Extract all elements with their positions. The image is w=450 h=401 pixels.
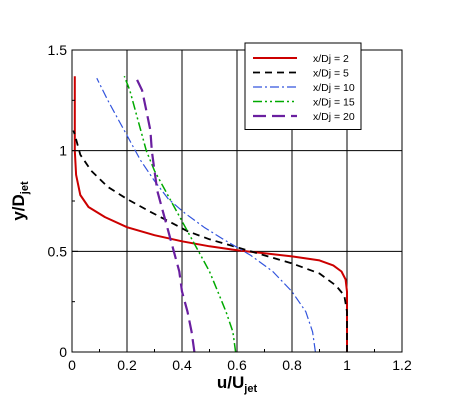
x-tick-label: 0 bbox=[68, 357, 76, 373]
y-axis-label: y/Djet bbox=[9, 181, 31, 221]
legend-label: x/Dj = 10 bbox=[313, 82, 355, 94]
x-tick-label: 1.2 bbox=[392, 357, 412, 373]
legend-label: x/Dj = 15 bbox=[313, 97, 355, 109]
series-line-1 bbox=[73, 76, 348, 352]
series-line-2 bbox=[72, 130, 348, 352]
y-tick-label: 0 bbox=[59, 344, 67, 360]
y-tick-label: 0.5 bbox=[48, 243, 68, 259]
x-tick-label: 0.2 bbox=[117, 357, 137, 373]
legend-label: x/Dj = 20 bbox=[313, 111, 355, 123]
legend-label: x/Dj = 5 bbox=[313, 68, 349, 80]
x-tick-label: 0.8 bbox=[282, 357, 302, 373]
series-line-4 bbox=[123, 75, 237, 353]
x-tick-label: 0.6 bbox=[227, 357, 247, 373]
y-tick-label: 1 bbox=[59, 143, 67, 159]
x-tick-label: 0.4 bbox=[172, 357, 192, 373]
x-tick-label: 1 bbox=[343, 357, 351, 373]
y-tick-label: 1.5 bbox=[48, 42, 68, 58]
legend: x/Dj = 2 x/Dj = 5 x/Dj = 10 x/Dj = 15 x/Dj =… bbox=[244, 42, 362, 130]
series-lines bbox=[72, 75, 348, 353]
x-axis-label: u/Ujet bbox=[217, 373, 258, 395]
axis-ticks: 0 0.2 0.4 0.6 0.8 1 1.2 0 0.5 1 1.5 bbox=[48, 42, 412, 373]
series-line-3 bbox=[96, 77, 316, 353]
series-line-5 bbox=[134, 75, 196, 353]
legend-label: x/Dj = 2 bbox=[313, 53, 349, 65]
